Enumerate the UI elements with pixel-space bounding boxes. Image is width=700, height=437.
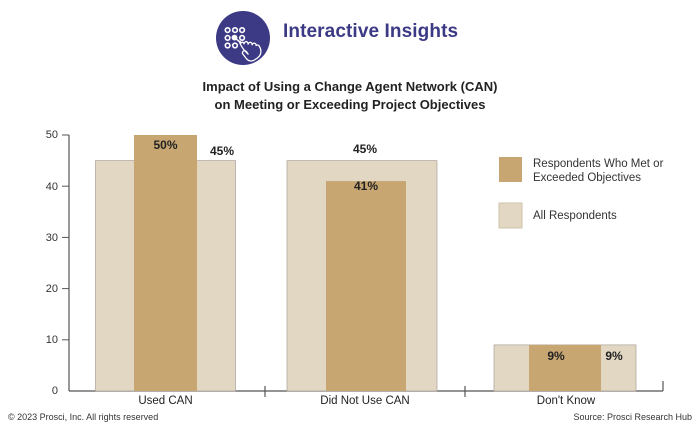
svg-text:Exceeded Objectives: Exceeded Objectives [533, 172, 641, 184]
svg-text:45%: 45% [353, 142, 377, 156]
svg-text:Did Not Use CAN: Did Not Use CAN [320, 395, 409, 407]
svg-text:45%: 45% [210, 144, 234, 158]
svg-text:50: 50 [46, 129, 58, 141]
svg-text:30: 30 [46, 232, 58, 244]
svg-text:0: 0 [52, 385, 58, 397]
svg-text:40: 40 [46, 181, 58, 193]
svg-text:9%: 9% [547, 349, 565, 363]
svg-text:9%: 9% [605, 349, 623, 363]
svg-text:20: 20 [46, 283, 58, 295]
svg-text:Don't Know: Don't Know [537, 395, 596, 407]
svg-text:41%: 41% [354, 179, 378, 193]
svg-text:50%: 50% [153, 138, 177, 152]
svg-text:Respondents Who Met or: Respondents Who Met or [533, 158, 664, 170]
svg-text:Used CAN: Used CAN [138, 395, 192, 407]
svg-text:All Respondents: All Respondents [533, 210, 617, 222]
svg-text:10: 10 [46, 334, 58, 346]
